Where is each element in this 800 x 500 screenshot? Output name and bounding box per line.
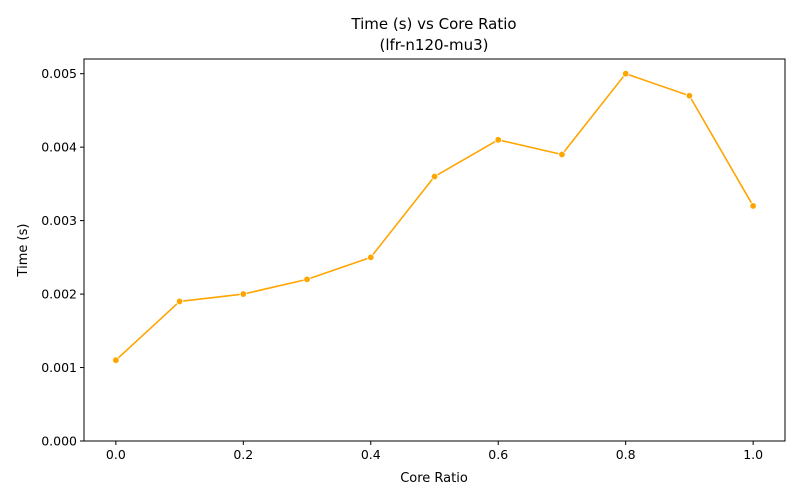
data-point — [621, 69, 630, 78]
y-tick-label: 0.004 — [41, 140, 77, 155]
data-point — [430, 172, 439, 181]
y-tick-label: 0.003 — [41, 213, 77, 228]
data-point — [685, 92, 694, 100]
data-point — [175, 297, 184, 306]
data-point — [239, 290, 248, 298]
y-axis-label: Time (s) — [16, 224, 31, 278]
x-axis-label: Core Ratio — [400, 471, 468, 486]
y-tick-label: 0.000 — [41, 434, 77, 449]
plot-area — [112, 69, 757, 364]
y-tick-label: 0.001 — [41, 360, 77, 375]
chart-title: Time (s) vs Core Ratio — [350, 15, 516, 33]
data-point — [494, 136, 502, 144]
data-point — [558, 150, 566, 159]
y-tick-label: 0.002 — [41, 287, 77, 302]
data-point — [303, 275, 311, 284]
x-tick-label: 0.8 — [616, 447, 636, 462]
chart-subtitle: (lfr-n120-mu3) — [380, 36, 489, 54]
x-tick-label: 0.4 — [361, 447, 381, 462]
plot-frame — [83, 58, 786, 442]
series-line — [115, 72, 754, 361]
x-axis-ticks: 0.0 0.2 0.4 0.6 0.8 1.0 — [106, 441, 763, 462]
x-tick-label: 0.0 — [106, 447, 126, 462]
x-tick-label: 0.6 — [488, 447, 508, 462]
data-point — [749, 202, 757, 210]
y-axis-ticks: 0.000 0.001 0.002 0.003 0.004 0.005 — [41, 66, 84, 449]
x-tick-label: 0.2 — [233, 447, 253, 462]
data-point — [367, 253, 375, 262]
y-tick-label: 0.005 — [41, 66, 77, 81]
x-tick-label: 1.0 — [743, 447, 763, 462]
data-point — [112, 356, 120, 364]
